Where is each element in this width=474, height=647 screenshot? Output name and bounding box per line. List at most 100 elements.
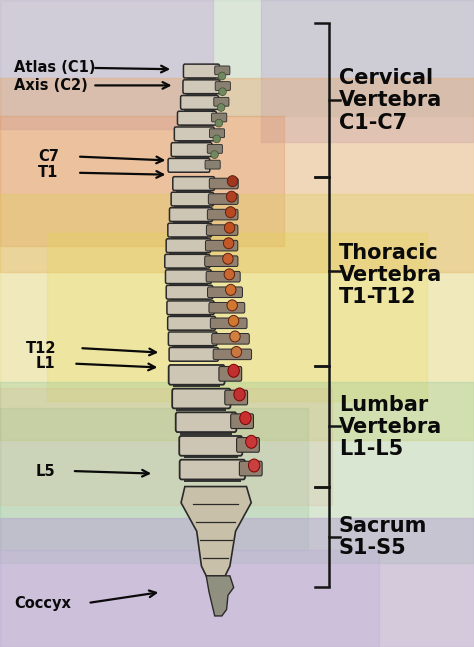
FancyBboxPatch shape: [165, 254, 210, 268]
Bar: [0, 518, 474, 647]
Text: Atlas (C1): Atlas (C1): [14, 60, 96, 76]
FancyBboxPatch shape: [173, 177, 215, 190]
Text: Sacrum
S1-S5: Sacrum S1-S5: [339, 516, 427, 558]
Ellipse shape: [240, 411, 251, 424]
Text: Thoracic
Vertebra
T1-T12: Thoracic Vertebra T1-T12: [339, 243, 442, 307]
Bar: [181, 123, 213, 126]
FancyBboxPatch shape: [171, 192, 213, 206]
Bar: [0, 382, 474, 563]
FancyBboxPatch shape: [210, 129, 225, 138]
Ellipse shape: [234, 388, 245, 401]
FancyBboxPatch shape: [212, 333, 249, 344]
Ellipse shape: [223, 237, 234, 249]
Ellipse shape: [228, 175, 238, 187]
Bar: [47, 233, 427, 401]
FancyBboxPatch shape: [211, 113, 227, 122]
FancyBboxPatch shape: [167, 301, 214, 314]
FancyBboxPatch shape: [213, 349, 252, 360]
Bar: [174, 155, 209, 158]
Ellipse shape: [223, 253, 233, 265]
Text: L5: L5: [36, 463, 55, 479]
FancyBboxPatch shape: [169, 365, 225, 385]
Ellipse shape: [213, 135, 220, 143]
Bar: [184, 107, 215, 111]
FancyBboxPatch shape: [183, 80, 220, 94]
Text: Lumbar
Vertebra
L1-L5: Lumbar Vertebra L1-L5: [339, 395, 442, 459]
Ellipse shape: [231, 347, 242, 357]
FancyBboxPatch shape: [179, 436, 242, 455]
FancyBboxPatch shape: [207, 144, 222, 153]
Bar: [0, 194, 474, 440]
FancyBboxPatch shape: [205, 256, 238, 267]
Bar: [169, 281, 208, 285]
Bar: [170, 313, 211, 316]
Ellipse shape: [224, 269, 235, 280]
Bar: [172, 344, 214, 347]
FancyBboxPatch shape: [171, 143, 212, 157]
Bar: [0, 78, 474, 272]
Text: C7: C7: [38, 149, 59, 164]
FancyBboxPatch shape: [210, 178, 238, 189]
Ellipse shape: [228, 364, 239, 377]
Bar: [172, 170, 207, 173]
FancyBboxPatch shape: [210, 318, 247, 329]
FancyBboxPatch shape: [168, 223, 211, 237]
Ellipse shape: [215, 119, 223, 127]
Bar: [0, 550, 379, 647]
Bar: [180, 430, 232, 435]
Bar: [184, 477, 241, 482]
Text: Coccyx: Coccyx: [14, 595, 71, 611]
Text: T1: T1: [38, 165, 58, 181]
Polygon shape: [206, 576, 234, 616]
Bar: [171, 328, 212, 331]
Bar: [183, 453, 238, 458]
FancyBboxPatch shape: [166, 285, 213, 299]
FancyBboxPatch shape: [168, 159, 210, 172]
Bar: [0, 116, 284, 246]
Ellipse shape: [248, 459, 260, 472]
Ellipse shape: [211, 151, 219, 159]
FancyBboxPatch shape: [208, 193, 238, 204]
Bar: [0, 388, 332, 505]
FancyBboxPatch shape: [208, 287, 243, 298]
Ellipse shape: [226, 285, 236, 296]
FancyBboxPatch shape: [215, 66, 230, 75]
Bar: [0, 408, 308, 550]
FancyBboxPatch shape: [205, 240, 238, 251]
FancyBboxPatch shape: [169, 347, 219, 361]
FancyBboxPatch shape: [165, 270, 211, 283]
FancyBboxPatch shape: [183, 64, 219, 78]
FancyBboxPatch shape: [205, 160, 220, 169]
Bar: [0, 0, 474, 116]
Bar: [173, 219, 209, 223]
FancyBboxPatch shape: [174, 127, 214, 141]
Text: Axis (C2): Axis (C2): [14, 78, 88, 93]
FancyBboxPatch shape: [166, 239, 210, 252]
Ellipse shape: [218, 72, 226, 80]
FancyBboxPatch shape: [239, 461, 262, 476]
FancyBboxPatch shape: [206, 271, 240, 282]
Bar: [173, 359, 215, 362]
FancyBboxPatch shape: [231, 414, 254, 428]
Polygon shape: [181, 487, 251, 576]
FancyBboxPatch shape: [172, 389, 230, 408]
Ellipse shape: [246, 435, 257, 448]
FancyBboxPatch shape: [219, 366, 242, 381]
FancyBboxPatch shape: [177, 111, 216, 125]
Ellipse shape: [230, 331, 240, 342]
Ellipse shape: [226, 192, 237, 203]
Bar: [176, 406, 226, 411]
FancyBboxPatch shape: [168, 332, 217, 345]
Text: T12: T12: [26, 340, 56, 356]
Bar: [174, 204, 210, 207]
FancyBboxPatch shape: [206, 225, 238, 236]
Bar: [178, 139, 211, 142]
Bar: [171, 235, 208, 238]
FancyBboxPatch shape: [181, 96, 219, 109]
Ellipse shape: [217, 104, 225, 111]
Ellipse shape: [219, 88, 226, 96]
FancyBboxPatch shape: [215, 82, 230, 91]
Bar: [170, 250, 207, 254]
FancyBboxPatch shape: [170, 208, 212, 221]
Bar: [173, 382, 220, 388]
